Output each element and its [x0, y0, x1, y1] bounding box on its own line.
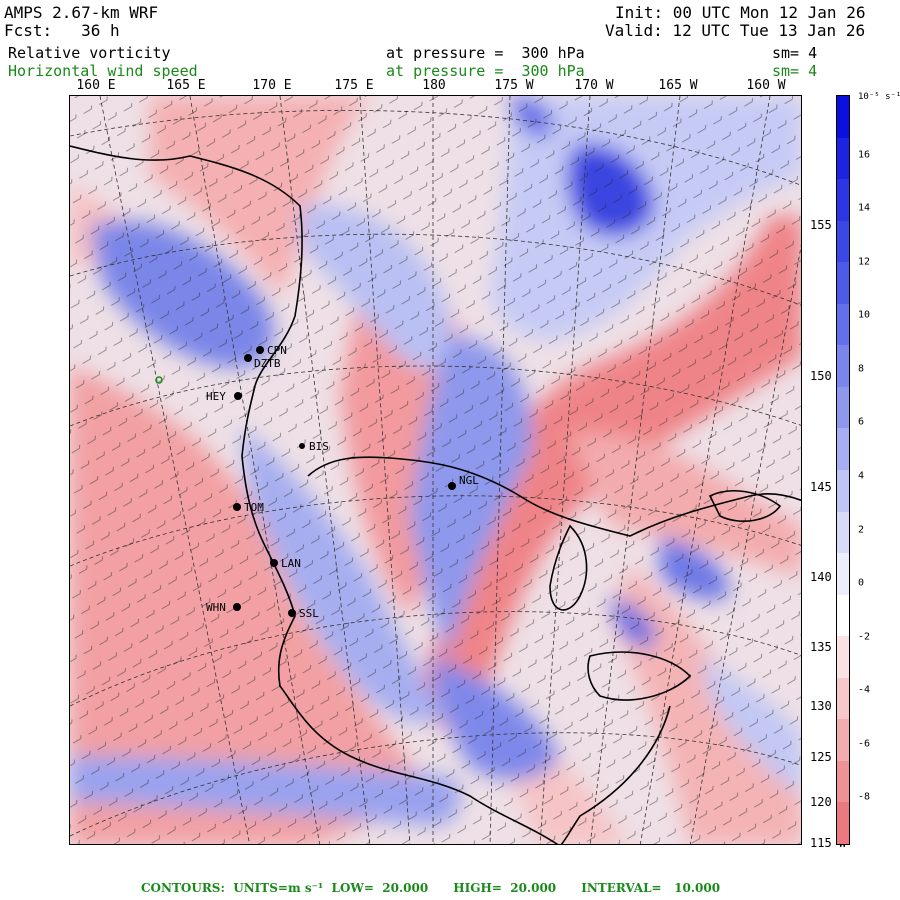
station-label: BIS	[309, 440, 329, 453]
colorbar-label: 8	[858, 363, 865, 375]
station-dot	[234, 392, 242, 400]
colorbar-label: 16	[858, 149, 871, 161]
lon-label: 165 W	[658, 78, 698, 93]
colorbar-segment	[837, 760, 849, 803]
colorbar-label: -4	[858, 684, 871, 696]
field1-smoothing: sm= 4	[772, 44, 818, 62]
valid-time: Valid: 12 UTC Tue 13 Jan 26	[605, 21, 866, 40]
wind-barbs	[70, 96, 801, 844]
colorbar-segment	[837, 511, 849, 554]
station-dot	[270, 559, 278, 567]
coastline	[70, 145, 801, 844]
station-dot	[233, 603, 241, 611]
colorbar-segment	[837, 386, 849, 429]
marker-symbol	[155, 376, 163, 384]
station-label: WHN	[206, 601, 226, 614]
colorbar-segment	[837, 719, 849, 762]
model-title: AMPS 2.67-km WRF	[4, 3, 159, 22]
lon-label: 175 E	[334, 78, 374, 93]
colorbar-label: 12	[858, 256, 871, 268]
lon-label: 160 W	[746, 78, 786, 93]
colorbar-label: 10	[858, 309, 871, 321]
lon-label: 170 E	[252, 78, 292, 93]
colorbar-segment	[837, 428, 849, 471]
colorbar-segment	[837, 345, 849, 388]
lon-label: 175 W	[494, 78, 534, 93]
station-label: LAN	[281, 557, 301, 570]
contour-footer: CONTOURS: UNITS=m s⁻¹ LOW= 20.000 HIGH= …	[141, 881, 721, 895]
lon-label: 180	[422, 78, 446, 93]
colorbar-segment	[837, 137, 849, 180]
colorbar-label: 6	[858, 416, 865, 428]
colorbar-segment	[837, 96, 849, 139]
station-markers: CPN DZTB HEY BIS NGL TOM LAN WHN SSL	[206, 344, 479, 620]
field1-name: Relative vorticity	[8, 44, 171, 62]
colorbar-segment	[837, 470, 849, 513]
colorbar-segment	[837, 262, 849, 305]
colorbar-segment	[837, 220, 849, 263]
field2-smoothing: sm= 4	[772, 62, 818, 80]
lon-label: 165 E	[166, 78, 206, 93]
colorbar-label: -8	[858, 791, 871, 803]
init-time: Init: 00 UTC Mon 12 Jan 26	[615, 3, 866, 22]
vorticity-map: CPN DZTB HEY BIS NGL TOM LAN WHN SSL	[69, 95, 802, 845]
colorbar-segment	[837, 636, 849, 679]
station-dot	[288, 609, 296, 617]
forecast-hour: Fcst: 36 h	[4, 21, 120, 40]
colorbar-label: 0	[858, 577, 865, 589]
lon-label: 170 W	[574, 78, 614, 93]
colorbar-segment	[837, 677, 849, 720]
station-label: HEY	[206, 390, 226, 403]
colorbar-label: 14	[858, 202, 871, 214]
station-dot	[299, 443, 305, 449]
colorbar-segment	[837, 594, 849, 637]
station-label: TOM	[244, 501, 264, 514]
colorbar-label: -2	[858, 631, 871, 643]
map-canvas: CPN DZTB HEY BIS NGL TOM LAN WHN SSL	[70, 96, 801, 844]
station-label: DZTB	[254, 357, 281, 370]
colorbar	[836, 95, 850, 845]
station-dot	[244, 354, 252, 362]
station-label: CPN	[267, 344, 287, 357]
station-dot	[448, 482, 456, 490]
station-label: SSL	[299, 607, 319, 620]
station-label: NGL	[459, 474, 479, 487]
colorbar-segment	[837, 802, 849, 845]
lon-label: 160 E	[76, 78, 116, 93]
station-dot	[233, 503, 241, 511]
field2-level: at pressure = 300 hPa	[386, 62, 585, 80]
field2-name: Horizontal wind speed	[8, 62, 198, 80]
colorbar-segment	[837, 303, 849, 346]
station-dot	[256, 346, 264, 354]
colorbar-unit: 10⁻⁵ s⁻¹	[858, 92, 900, 102]
field1-level: at pressure = 300 hPa	[386, 44, 585, 62]
colorbar-segment	[837, 179, 849, 222]
colorbar-label: 2	[858, 524, 865, 536]
colorbar-label: -6	[858, 738, 871, 750]
colorbar-label: 4	[858, 470, 865, 482]
colorbar-segment	[837, 553, 849, 596]
